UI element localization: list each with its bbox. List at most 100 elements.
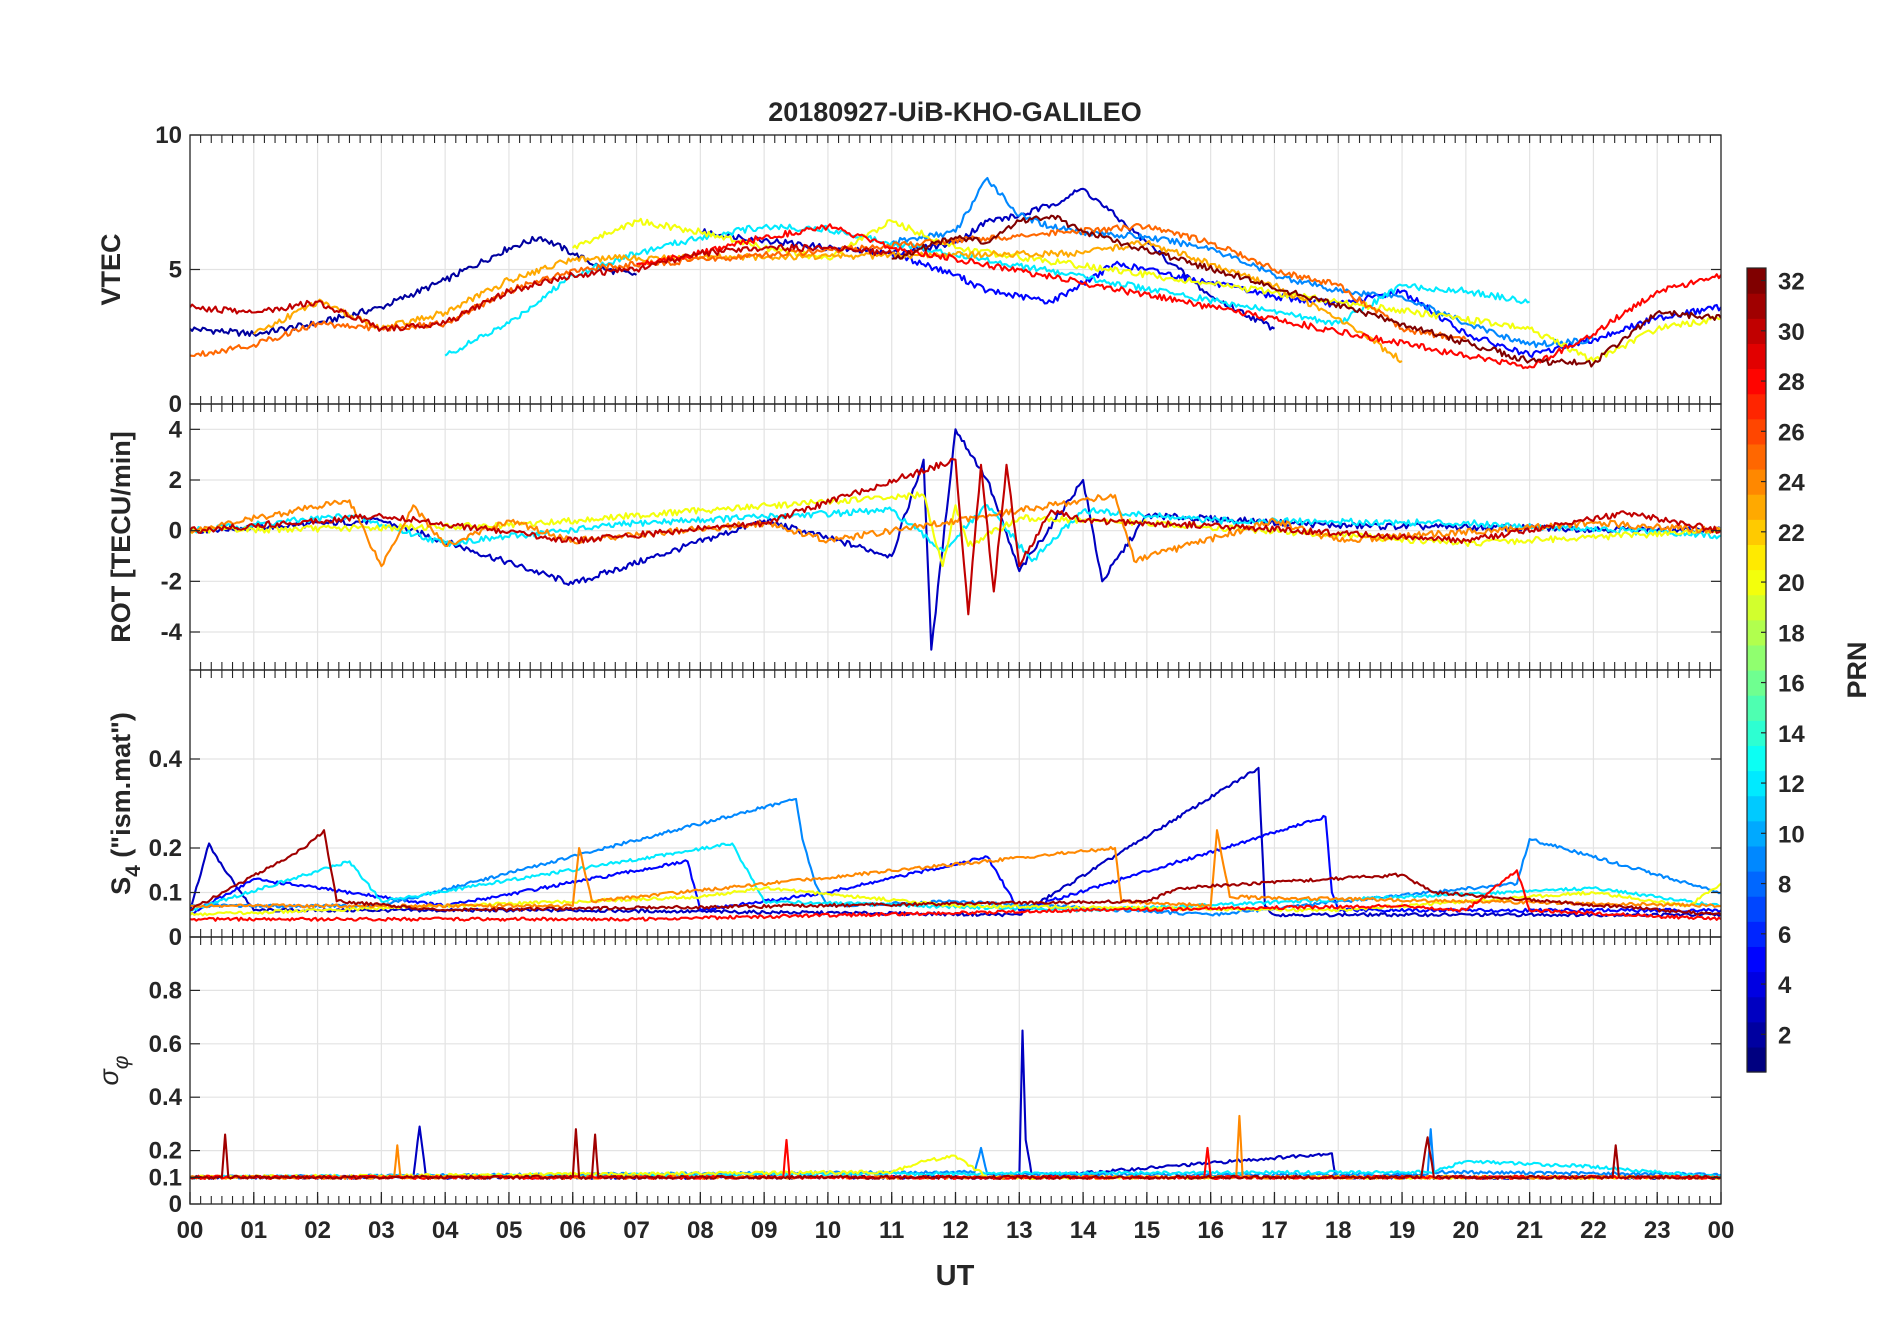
- colorbar-tick-label: 20: [1778, 570, 1805, 597]
- colorbar-swatch: [1747, 469, 1766, 495]
- colorbar-swatch: [1747, 871, 1766, 897]
- series-line-prn-30: [190, 243, 893, 332]
- x-tick-label: 11: [879, 1217, 904, 1244]
- panel-4: 00.10.2 0.4 0.6 0.8 σφ: [94, 936, 1722, 1218]
- colorbar-tick-label: 26: [1778, 419, 1805, 446]
- x-tick-label: 17: [1261, 1217, 1288, 1244]
- colorbar-swatch: [1747, 293, 1766, 319]
- colorbar-swatch: [1747, 343, 1766, 370]
- y-tick-label: 0.6: [149, 1031, 182, 1058]
- colorbar-swatch: [1747, 921, 1766, 947]
- y-tick-label: 0.4: [149, 746, 183, 773]
- grid: [189, 404, 1722, 670]
- series-line-prn-23: [253, 239, 1403, 364]
- series-line-prn-30: [190, 457, 1721, 616]
- x-tick-label: 21: [1516, 1217, 1543, 1244]
- x-tick-label: 06: [559, 1217, 586, 1244]
- colorbar-tick-label: 30: [1778, 319, 1805, 346]
- colorbar-tick-label: 32: [1778, 269, 1805, 296]
- colorbar-swatch: [1747, 443, 1766, 470]
- x-tick-label: 05: [496, 1217, 523, 1244]
- colorbar-tick-label: 2: [1778, 1022, 1791, 1049]
- panel-1: 0 5 10 VTEC: [96, 122, 1722, 418]
- x-tick-label: 20: [1452, 1217, 1479, 1244]
- x-tick-label: 14: [1070, 1217, 1097, 1244]
- x-tick-label: 07: [623, 1217, 650, 1244]
- y-tick-label: -2: [161, 568, 182, 595]
- colorbar-swatch: [1747, 896, 1766, 922]
- x-tick-label: 10: [815, 1217, 842, 1244]
- y-tick-label: 0: [169, 391, 182, 418]
- y-axis-label: S4 ("ism.mat"): [106, 712, 145, 895]
- x-axis: 00 01 02 03 04 05 06 07 08 09 10 11 12 13 14 15 16 17 18 19…: [177, 1192, 1735, 1244]
- y-axis-label: VTEC: [96, 233, 126, 305]
- colorbar-tick-label: 4: [1778, 972, 1792, 999]
- y-tick-label: 0.8: [149, 977, 182, 1004]
- colorbar-swatch: [1747, 619, 1766, 646]
- x-tick-label: 23: [1644, 1217, 1671, 1244]
- y-tick-label: 10: [155, 122, 182, 149]
- series-line-prn-24: [190, 493, 1721, 568]
- x-axis-label: UT: [936, 1260, 975, 1292]
- colorbar-swatch: [1747, 996, 1766, 1023]
- x-tick-label: 18: [1325, 1217, 1352, 1244]
- x-tick-label: 00: [177, 1217, 204, 1244]
- grid: [189, 134, 1722, 405]
- chart-title: 20180927-UiB-KHO-GALILEO: [768, 97, 1142, 127]
- y-tick-label: 0: [169, 518, 182, 545]
- colorbar-swatch: [1747, 594, 1766, 621]
- y-axis-label: ROT [TECU/min]: [106, 431, 136, 642]
- colorbar-swatch: [1747, 720, 1766, 746]
- y-tick-label: 0.1: [149, 1164, 182, 1191]
- colorbar-tick-label: 16: [1778, 671, 1805, 698]
- colorbar-swatch: [1747, 845, 1766, 872]
- colorbar-swatch: [1747, 695, 1766, 721]
- y-tick-label: 0.4: [149, 1084, 183, 1111]
- colorbar-swatch: [1747, 318, 1766, 344]
- series-line-prn-32: [891, 214, 1721, 368]
- colorbar-tick-label: 22: [1778, 520, 1805, 547]
- series-line-prn-28: [190, 869, 1721, 922]
- series-line-prn-12: [444, 223, 1530, 357]
- series-line-prn-24: [190, 829, 1721, 909]
- colorbar-swatch: [1747, 494, 1766, 520]
- series-line-prn-9: [891, 176, 1595, 349]
- series-line-prn-2: [190, 235, 638, 337]
- series-group: [190, 428, 1721, 651]
- panel-2: -4 -2 0 2 4 ROT [TECU/min]: [106, 403, 1722, 671]
- colorbar-tick-label: 8: [1778, 872, 1791, 899]
- colorbar-swatch: [1747, 946, 1766, 973]
- y-axis-label: σφ: [94, 1055, 133, 1085]
- x-tick-label: 04: [432, 1217, 459, 1244]
- x-tick-label: 16: [1197, 1217, 1224, 1244]
- x-tick-label: 00: [1708, 1217, 1735, 1244]
- x-tick-label: 08: [687, 1217, 714, 1244]
- x-tick-label: 13: [1006, 1217, 1033, 1244]
- colorbar-frame: [1746, 267, 1767, 1073]
- colorbar-swatch: [1747, 569, 1766, 596]
- series-line-prn-28: [636, 223, 1721, 370]
- colorbar-swatch: [1747, 368, 1766, 395]
- colorbar-swatch: [1747, 644, 1766, 671]
- colorbar-tick-label: 10: [1778, 821, 1805, 848]
- colorbar-tick-label: 12: [1778, 771, 1805, 798]
- series-line-prn-12: [190, 504, 1721, 563]
- y-tick-label: 0: [169, 924, 182, 951]
- y-tick-label: 0: [169, 1191, 182, 1218]
- series-group: [190, 766, 1721, 922]
- series-line-prn-12: [190, 842, 1721, 913]
- x-tick-label: 19: [1389, 1217, 1416, 1244]
- x-tick-label: 12: [942, 1217, 969, 1244]
- y-tick-label: -4: [161, 619, 183, 646]
- y-tick-label: 5: [169, 257, 182, 284]
- colorbar-swatch: [1747, 1021, 1766, 1048]
- colorbar-swatch: [1747, 820, 1766, 847]
- colorbar-swatch: [1747, 1046, 1766, 1073]
- colorbar-tick-label: 24: [1778, 470, 1805, 497]
- x-tick-label: 09: [751, 1217, 778, 1244]
- y-tick-label: 4: [169, 416, 183, 443]
- colorbar-swatch: [1747, 745, 1766, 772]
- colorbar-tick-label: 6: [1778, 922, 1791, 949]
